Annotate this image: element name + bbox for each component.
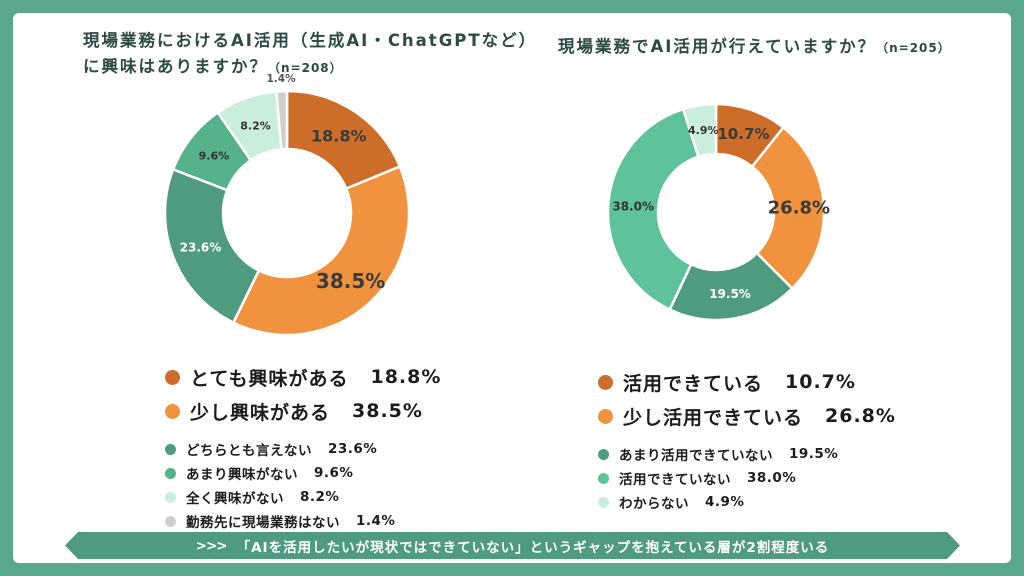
legend-label: とても興味がある — [190, 367, 349, 390]
slice-percentage-label: 8.2% — [240, 119, 271, 132]
legend-interest: とても興味がある 18.8% 少し興味がある 38.5% どちらとも言えない 23.6%… — [165, 360, 441, 533]
donut-chart-usage: 10.7% 26.8% 19.5% 38.0% 4.9% — [561, 57, 871, 367]
legend-dot-icon — [598, 408, 613, 424]
legend-item: とても興味がある 18.8% — [165, 360, 441, 394]
legend-dot-icon — [598, 472, 609, 484]
legend-label: どちらとも言えない — [186, 443, 312, 459]
legend-label: 活用できている — [623, 372, 764, 395]
legend-label: あまり活用できていない — [619, 448, 773, 464]
legend-percentage: 18.8% — [370, 366, 442, 388]
donut-chart-interest-svg: 18.8% 38.5% 23.6% 9.6% 8.2% 1.4% — [163, 73, 411, 337]
legend-dot-icon — [165, 403, 180, 419]
donut-slice — [681, 102, 718, 159]
slice-percentage-label: 38.0% — [612, 200, 654, 214]
legend-dot-icon — [165, 369, 180, 385]
legend-percentage: 1.4% — [356, 513, 396, 529]
legend-percentage: 38.0% — [747, 470, 797, 486]
legend-interest-secondary: どちらとも言えない 23.6% あまり興味がない 9.6% 全く興味がない 8.2% 勤務先… — [165, 437, 441, 533]
left-title-line1: 現場業務におけるAI活用（生成AI・ChatGPTなど） — [83, 31, 538, 50]
donut-slice — [163, 167, 261, 325]
legend-label: あまり興味がない — [186, 467, 298, 483]
legend-percentage: 4.9% — [705, 494, 745, 510]
legend-label: 全く興味がない — [186, 491, 284, 507]
right-title-line1: 現場業務でAI活用が行えていますか？ — [558, 37, 877, 56]
content-panel: 現場業務におけるAI活用（生成AI・ChatGPTなど） に興味はありますか？（… — [13, 13, 1011, 563]
slice-percentage-label: 23.6% — [180, 240, 222, 254]
donut-slice — [606, 107, 700, 312]
donut-chart-usage-svg: 10.7% 26.8% 19.5% 38.0% 4.9% — [606, 102, 830, 322]
legend-usage-primary: 活用できている 10.7% 少し活用できている 26.8% — [598, 365, 896, 433]
legend-item: 少し活用できている 26.8% — [598, 399, 896, 433]
donut-slice — [231, 164, 411, 337]
left-sample-size: （n=208） — [268, 61, 343, 76]
slice-percentage-label: 1.4% — [267, 73, 297, 85]
right-chart-title: 現場業務でAI活用が行えていますか？（n=205） — [558, 34, 951, 60]
slice-percentage-label: 4.9% — [688, 124, 719, 137]
donut-slice — [750, 125, 826, 291]
legend-percentage: 19.5% — [789, 446, 839, 462]
legend-dot-icon — [598, 374, 613, 390]
left-title-line2: に興味はありますか？ — [83, 57, 268, 77]
legend-item: どちらとも言えない 23.6% — [165, 437, 441, 461]
legend-percentage: 23.6% — [328, 441, 378, 457]
legend-item: 全く興味がない 8.2% — [165, 485, 441, 509]
chevrons-icon: >>> — [195, 537, 227, 554]
legend-item: 活用できていない 38.0% — [598, 466, 896, 490]
legend-item: わからない 4.9% — [598, 490, 896, 514]
slice-percentage-label: 18.8% — [311, 126, 367, 145]
slice-percentage-label: 10.7% — [717, 125, 769, 143]
legend-label: わからない — [619, 496, 689, 512]
legend-label: 活用できていない — [619, 472, 731, 488]
legend-label: 少し興味がある — [190, 401, 331, 424]
legend-percentage: 26.8% — [825, 405, 896, 427]
legend-item: あまり興味がない 9.6% — [165, 461, 441, 485]
legend-percentage: 10.7% — [785, 371, 856, 393]
legend-dot-icon — [598, 448, 609, 460]
slice-percentage-label: 9.6% — [199, 149, 230, 162]
legend-usage-secondary: あまり活用できていない 19.5% 活用できていない 38.0% わからない 4.9% — [598, 442, 896, 514]
legend-label: 少し活用できている — [623, 406, 804, 429]
right-sample-size: （n=205） — [876, 41, 951, 55]
legend-usage: 活用できている 10.7% 少し活用できている 26.8% あまり活用できていない 19… — [598, 365, 896, 514]
legend-percentage: 38.5% — [352, 400, 423, 422]
legend-item: 少し興味がある 38.5% — [165, 394, 441, 428]
summary-banner: >>> 「AIを活用したいが現状ではできていない」というギャップを抱えている層が… — [65, 532, 960, 559]
donut-slice — [274, 89, 289, 151]
legend-dot-icon — [165, 491, 176, 503]
legend-dot-icon — [165, 467, 176, 479]
legend-percentage: 9.6% — [314, 465, 354, 481]
legend-interest-primary: とても興味がある 18.8% 少し興味がある 38.5% — [165, 360, 441, 428]
left-chart-title: 現場業務におけるAI活用（生成AI・ChatGPTなど） に興味はありますか？（… — [83, 28, 537, 81]
legend-item: あまり活用できていない 19.5% — [598, 442, 896, 466]
legend-dot-icon — [598, 496, 609, 508]
summary-banner-text: 「AIを活用したいが現状ではできていない」というギャップを抱えている層が2割程度… — [236, 539, 830, 556]
slice-percentage-label: 26.8% — [768, 198, 830, 219]
legend-dot-icon — [165, 515, 176, 527]
legend-item: 勤務先に現場業務はない 1.4% — [165, 509, 441, 533]
legend-percentage: 8.2% — [300, 489, 340, 505]
legend-dot-icon — [165, 443, 176, 455]
slice-percentage-label: 38.5% — [316, 269, 385, 293]
slice-percentage-label: 19.5% — [709, 287, 751, 301]
legend-label: 勤務先に現場業務はない — [186, 515, 340, 531]
donut-chart-interest: 18.8% 38.5% 23.6% 9.6% 8.2% 1.4% — [132, 58, 442, 368]
legend-item: 活用できている 10.7% — [598, 365, 896, 399]
